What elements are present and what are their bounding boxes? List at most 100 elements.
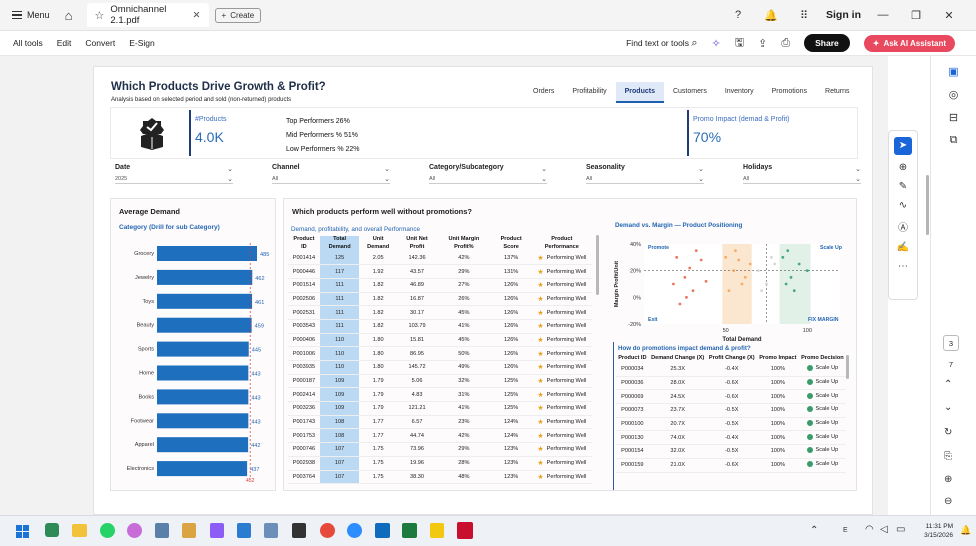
print-icon[interactable]: ⎙ xyxy=(781,36,791,49)
volume-icon[interactable]: ◁ xyxy=(880,524,888,535)
column-header[interactable]: Product Performance xyxy=(544,236,579,250)
save-page-icon[interactable]: ⎘ xyxy=(944,451,952,462)
promo-column-header[interactable]: Demand Change (X) xyxy=(651,355,705,361)
restore-icon[interactable]: ❐ xyxy=(911,9,921,22)
promo-row[interactable]: P000036 28.0X -0.6X 100% Scale Up xyxy=(616,376,846,391)
battery-icon[interactable]: ▭ xyxy=(896,524,906,535)
chrome-icon[interactable] xyxy=(320,523,335,538)
outlook-icon[interactable] xyxy=(375,523,390,538)
promo-row[interactable]: P000100 20.7X -0.5X 100% Scale Up xyxy=(616,417,846,432)
column-header[interactable]: Unit Demand xyxy=(367,236,390,250)
notification-bell-icon[interactable]: 🔔 xyxy=(960,525,972,535)
average-demand-subtitle[interactable]: Category (Drill for sub Category) xyxy=(119,224,220,231)
scroll-up-icon[interactable]: ⌃ xyxy=(944,379,953,390)
tab-orders[interactable]: Orders xyxy=(533,88,555,95)
tab-inventory[interactable]: Inventory xyxy=(724,88,754,95)
find-text-button[interactable]: Find text or tools ⌕ xyxy=(626,37,697,50)
terminal-icon[interactable] xyxy=(292,523,306,538)
filter-channel[interactable]: Channel All ⌄ ⌄ xyxy=(272,164,390,184)
promo-scrollbar[interactable] xyxy=(846,355,849,379)
zoom-app-icon[interactable] xyxy=(347,523,362,538)
table-row[interactable]: P002938 107 1.75 19.96 28% 123% ★ Performing We… xyxy=(288,456,592,471)
table-row[interactable]: P001753 108 1.77 44.74 42% 124% ★ Performing We… xyxy=(288,428,592,444)
table-row[interactable]: P002531 111 1.82 30.17 45% 126% ★ Performing We… xyxy=(288,305,592,320)
rotate-icon[interactable]: ↻ xyxy=(944,427,953,438)
table-row[interactable]: P003543 111 1.82 103.79 41% 126% ★ Performing W… xyxy=(288,319,592,334)
table-row[interactable]: P001514 111 1.82 46.89 27% 126% ★ Performing We… xyxy=(288,278,592,293)
home-icon[interactable]: ⌂ xyxy=(64,7,73,23)
esign-menu[interactable]: E-Sign xyxy=(129,38,155,48)
table-row[interactable]: P003935 110 1.80 145.72 49% 126% ★ Performing W… xyxy=(288,360,592,375)
performance-table[interactable]: Product ID Total Demand Unit Demand Unit Ne… xyxy=(288,236,592,485)
ai-panel-icon[interactable]: ▣ xyxy=(948,66,959,78)
calculator-icon[interactable] xyxy=(155,523,169,538)
all-tools-menu[interactable]: All tools xyxy=(13,38,43,48)
file-explorer-icon[interactable] xyxy=(72,524,87,537)
notepad-icon[interactable] xyxy=(182,523,196,538)
close-tab-icon[interactable]: ✕ xyxy=(192,9,201,21)
filter-date[interactable]: Date 2025 ⌄ ⌄ xyxy=(115,164,233,184)
table-row[interactable]: P003764 107 1.75 38.30 48% 123% ★ Performing We… xyxy=(288,470,592,485)
promo-row[interactable]: P000034 25.3X -0.4X 100% Scale Up xyxy=(616,362,846,377)
filter-category[interactable]: Category/Subcategory All ⌄ ⌄ xyxy=(429,164,547,184)
copilot-icon[interactable] xyxy=(127,523,142,538)
filter-holidays[interactable]: Holidays All ⌄ ⌄ xyxy=(743,164,861,184)
share-button[interactable]: Share xyxy=(804,34,850,52)
acrobat-icon[interactable] xyxy=(457,522,473,539)
fill-sign-icon[interactable]: ✍ xyxy=(896,242,910,253)
table-row[interactable]: P001743 108 1.77 6.57 23% 124% ★ Performing Wel… xyxy=(288,415,592,430)
create-button[interactable]: + Create xyxy=(214,7,262,23)
column-header[interactable]: Product Score xyxy=(500,236,522,250)
language-indicator[interactable]: E xyxy=(843,527,848,534)
page-scrollbar[interactable] xyxy=(926,175,929,235)
table-scrollbar[interactable] xyxy=(596,235,599,295)
pen-icon[interactable]: ✎ xyxy=(898,181,908,192)
promo-row[interactable]: P000073 23.7X -0.5X 100% Scale Up xyxy=(616,403,846,418)
sign-in-button[interactable]: Sign in xyxy=(826,9,861,21)
bookmark-icon[interactable]: ⊟ xyxy=(948,112,959,124)
comment-add-icon[interactable]: ⊕ xyxy=(898,162,908,173)
draw-freehand-icon[interactable]: ∿ xyxy=(898,200,908,211)
powerbi-icon[interactable] xyxy=(430,523,444,538)
tab-returns[interactable]: Returns xyxy=(825,88,850,95)
windows-start-icon[interactable] xyxy=(16,525,29,538)
column-header[interactable]: Unit Net Profit xyxy=(406,236,428,250)
promo-row[interactable]: P000154 32.0X -0.5X 100% Scale Up xyxy=(616,444,846,459)
pages-icon[interactable]: ⧉ xyxy=(949,134,958,146)
system-clock[interactable]: 11:31 PM 3/15/2026 xyxy=(913,522,953,540)
star-icon[interactable]: ☆ xyxy=(94,9,105,22)
excel-icon[interactable] xyxy=(402,523,417,538)
comments-icon[interactable]: ◎ xyxy=(948,89,959,101)
scroll-down-icon[interactable]: ⌄ xyxy=(944,402,953,413)
promo-row[interactable]: P000130 74.0X -0.4X 100% Scale Up xyxy=(616,430,846,446)
table-row[interactable]: P003236 109 1.79 121.21 41% 125% ★ Performing W… xyxy=(288,401,592,416)
average-demand-chart[interactable]: Grocery 485 Jewelry 462 Toys 461 Beauty 459 Spor… xyxy=(111,243,277,483)
promo-column-header[interactable]: Promo Decision xyxy=(801,355,844,361)
zoom-in-icon[interactable]: ⊕ xyxy=(944,474,953,485)
save-icon[interactable]: 🖫 xyxy=(734,36,745,49)
more-options-icon[interactable]: ⋯ xyxy=(898,261,908,272)
close-window-icon[interactable]: ✕ xyxy=(944,9,954,22)
table-row[interactable]: P001414 125 2.05 142.36 42% 137% ★ Performing W… xyxy=(288,251,592,266)
widgets-icon[interactable] xyxy=(45,523,59,537)
network-tool-icon[interactable] xyxy=(264,523,278,538)
database-icon[interactable] xyxy=(237,523,251,538)
ai-assistant-button[interactable]: ✦ Ask AI Assistant xyxy=(863,34,955,52)
column-header[interactable]: Unit Margin Profit% xyxy=(448,236,480,250)
tray-chevron-icon[interactable]: ⌃ xyxy=(810,525,819,536)
table-row[interactable]: P001006 110 1.80 86.95 50% 126% ★ Performing We… xyxy=(288,346,592,361)
promo-column-header[interactable]: Product ID xyxy=(618,355,647,361)
table-row[interactable]: P000446 117 1.92 43.57 29% 131% ★ Performing We… xyxy=(288,264,592,279)
select-cursor-icon[interactable]: ➤ xyxy=(894,137,912,155)
tab-promotions[interactable]: Promotions xyxy=(771,88,808,95)
apps-icon[interactable]: ⠿ xyxy=(799,9,809,22)
promo-table[interactable]: Product ID Demand Change (X) Profit Change… xyxy=(616,355,846,473)
ai-tools-icon[interactable]: ✧ xyxy=(711,37,721,50)
promo-row[interactable]: P000069 24.5X -0.6X 100% Scale Up xyxy=(616,389,846,405)
promo-column-header[interactable]: Profit Change (X) xyxy=(708,355,755,361)
table-row[interactable]: P002414 109 1.79 4.83 31% 125% ★ Performing Wel… xyxy=(288,387,592,403)
whatsapp-icon[interactable] xyxy=(100,523,115,538)
bell-icon[interactable]: 🔔 xyxy=(764,9,778,22)
table-row[interactable]: P000746 107 1.75 73.96 29% 123% ★ Performing We… xyxy=(288,442,592,457)
filter-seasonality[interactable]: Seasonality All ⌄ ⌄ xyxy=(586,164,704,184)
